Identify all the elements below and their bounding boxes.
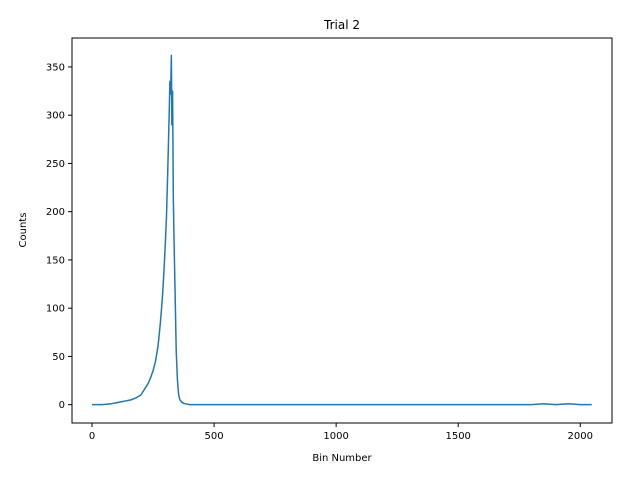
x-tick-label: 0: [89, 431, 95, 442]
y-tick-label: 0: [59, 400, 65, 411]
x-tick-label: 1000: [323, 431, 348, 442]
x-tick-label: 1500: [445, 431, 470, 442]
x-tick-label: 500: [205, 431, 224, 442]
y-tick-label: 300: [46, 111, 65, 122]
y-tick-label: 100: [46, 304, 65, 315]
y-tick-label: 250: [46, 159, 65, 170]
series-line-0: [92, 54, 592, 406]
y-tick-label: 150: [46, 255, 65, 266]
axis-ticks: 0 500 1000 1500 2000 0 50 100 150 200 250 300 350: [46, 62, 593, 442]
y-tick-label: 200: [46, 207, 65, 218]
y-axis-label: Counts: [18, 213, 29, 248]
x-tick-label: 2000: [568, 431, 593, 442]
chart-title: Trial 2: [323, 18, 360, 32]
plot-area: [92, 54, 592, 406]
x-axis-label: Bin Number: [312, 453, 372, 464]
y-tick-label: 50: [52, 352, 65, 363]
axes-frame: [71, 37, 613, 424]
y-tick-label: 350: [46, 62, 65, 73]
